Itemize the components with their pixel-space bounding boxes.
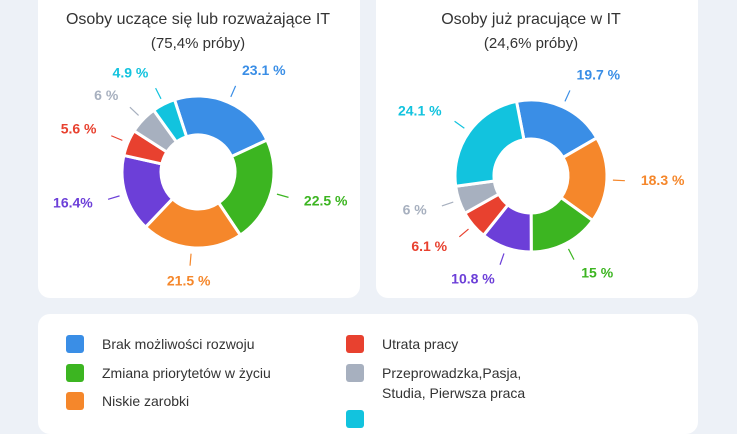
value-label: 4.9 %	[113, 65, 149, 81]
donut-segment	[151, 97, 189, 145]
value-label: 21.5 %	[167, 272, 211, 288]
chart-title: Osoby uczące się lub rozważające IT	[66, 11, 330, 28]
value-label: 6.1 %	[411, 238, 447, 254]
legend-item: Brak możliwości rozwoju	[66, 335, 277, 354]
value-label: 23.1 %	[242, 62, 286, 78]
value-label: 5.6 %	[61, 120, 97, 136]
legend-label: Niskie zarobki	[102, 393, 190, 409]
chart-subtitle: (24,6% próby)	[484, 35, 578, 52]
legend-item: Zmiana priorytetów w życiu	[66, 364, 277, 383]
legend-swatch	[66, 364, 84, 382]
leader-line	[441, 201, 454, 207]
chart-subtitle: (75,4% próby)	[151, 35, 245, 52]
leader-line	[230, 85, 237, 98]
legend-swatch	[346, 364, 364, 382]
value-label: 16.4%	[53, 195, 93, 211]
legend-swatch	[66, 392, 84, 410]
value-label: 22.5 %	[304, 192, 348, 208]
legend-label: Utrata pracy	[382, 336, 459, 352]
legend-swatch	[346, 335, 364, 353]
value-label: 10.8 %	[451, 271, 495, 287]
leader-line	[564, 90, 571, 102]
legend-label: Brak możliwości rozwoju	[102, 336, 255, 352]
page: Osoby uczące się lub rozważające IT (75,4…	[38, 0, 698, 434]
value-label: 15 %	[581, 265, 613, 281]
legend-item: Przeprowadzka,Pasja, Studia, Pierwsza pr…	[346, 364, 557, 403]
donut-segment	[453, 99, 526, 188]
leader-line	[458, 228, 469, 238]
donut-segment	[172, 94, 269, 159]
value-label: 6 %	[403, 202, 428, 218]
leader-line	[276, 193, 289, 198]
legend-card	[38, 314, 698, 434]
legend-item: Utrata pracy	[346, 335, 557, 354]
donut-segment	[143, 196, 243, 250]
value-label: 19.7 %	[577, 67, 621, 83]
leader-line	[454, 120, 465, 129]
legend-swatch	[66, 335, 84, 353]
leader-line	[189, 253, 192, 266]
leader-line	[111, 135, 123, 141]
legend-label: Przeprowadzka,Pasja, Studia, Pierwsza pr…	[382, 365, 526, 401]
value-label: 18.3 %	[641, 172, 685, 188]
legend-label: Zmiana priorytetów w życiu	[102, 365, 271, 381]
value-label: 24.1 %	[398, 103, 442, 119]
value-label: 6 %	[94, 87, 119, 103]
legend-swatch	[346, 410, 364, 428]
chart-title: Osoby już pracujące w IT	[441, 11, 621, 28]
leader-line	[567, 248, 575, 260]
leader-line	[499, 253, 505, 265]
leader-line	[155, 87, 162, 100]
legend-item: Niskie zarobki	[66, 392, 277, 411]
leader-line	[107, 195, 120, 200]
charts: Osoby uczące się lub rozważające IT (75,4…	[53, 11, 685, 288]
leader-line	[612, 179, 625, 182]
leader-line	[129, 106, 139, 116]
